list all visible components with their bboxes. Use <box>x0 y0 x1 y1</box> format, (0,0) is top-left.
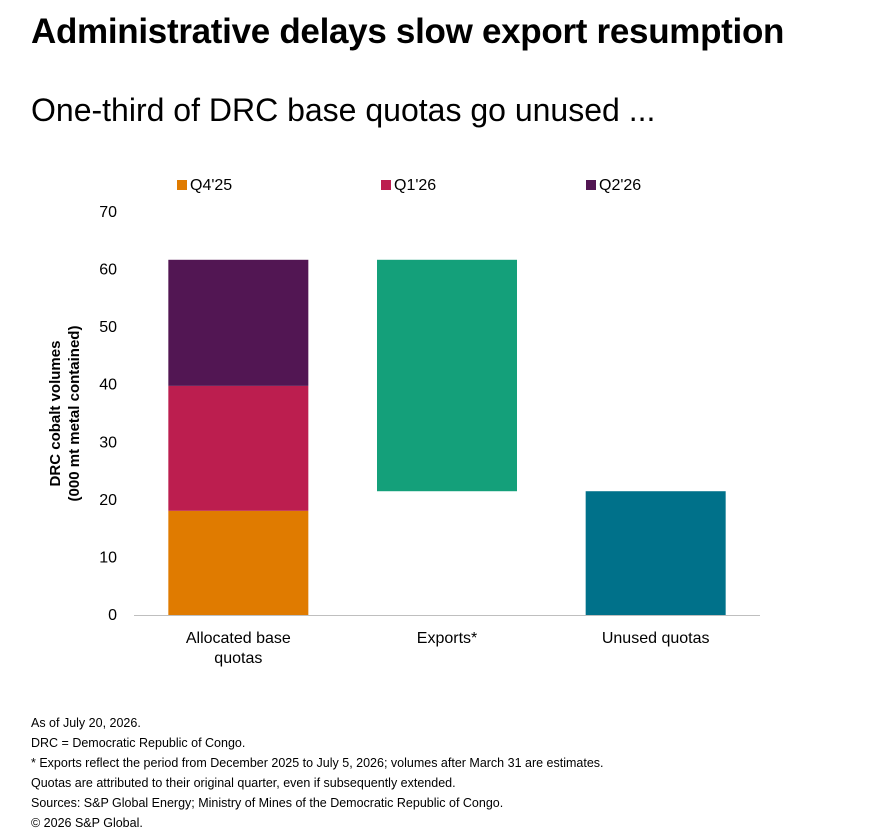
footnote-quotas: Quotas are attributed to their original … <box>31 776 456 790</box>
legend: Q4'25 Q1'26 Q2'26 <box>177 177 641 194</box>
x-tick-label-exports: Exports* <box>417 630 477 647</box>
footnote-copyright: © 2026 S&P Global. <box>31 816 143 830</box>
bar-q1-26-segment <box>168 385 309 511</box>
legend-swatch-q1-26 <box>381 180 391 190</box>
legend-swatch-q4-25 <box>177 180 187 190</box>
bar-q2-26-segment <box>168 259 309 386</box>
footnote-exports: * Exports reflect the period from Decemb… <box>31 756 604 770</box>
x-tick-label-allocated-base-quotas: Allocated base quotas <box>186 630 291 667</box>
legend-swatch-q2-26 <box>586 180 596 190</box>
footnote-sources: Sources: S&P Global Energy; Ministry of … <box>31 796 504 810</box>
x-tick-label-unused-quotas: Unused quotas <box>602 630 710 647</box>
chart-title: Administrative delays slow export resump… <box>31 12 785 51</box>
y-axis: 0 10 20 30 40 50 60 70 DRC cobalt volumes (000 mt… <box>47 204 117 624</box>
chart-subtitle: One-third of DRC base quotas go unused .… <box>31 92 656 128</box>
y-tick-label-0: 0 <box>108 607 117 624</box>
y-tick-label-40: 40 <box>99 377 117 394</box>
y-tick-label-20: 20 <box>99 492 117 509</box>
bar-exports <box>377 259 517 492</box>
y-tick-label-70: 70 <box>99 204 117 221</box>
bar-chart: Q4'25 Q1'26 Q2'26 0 10 20 30 40 50 60 70 DRC cobal… <box>47 177 760 667</box>
footnote-drc-definition: DRC = Democratic Republic of Congo. <box>31 736 246 750</box>
y-tick-label-50: 50 <box>99 319 117 336</box>
footnote-as-of: As of July 20, 2026. <box>31 716 141 730</box>
bars <box>168 259 726 615</box>
y-tick-label-30: 30 <box>99 434 117 451</box>
legend-label-q2-26: Q2'26 <box>599 177 641 194</box>
x-axis: Allocated base quotas Exports* Unused quota… <box>134 615 760 667</box>
footnotes: As of July 20, 2026. DRC = Democratic Re… <box>31 713 604 833</box>
bar-q4-25-segment <box>168 510 309 615</box>
legend-label-q4-25: Q4'25 <box>190 177 232 194</box>
bar-unused-quotas <box>585 491 726 615</box>
y-tick-label-60: 60 <box>99 262 117 279</box>
y-tick-label-10: 10 <box>99 549 117 566</box>
legend-label-q1-26: Q1'26 <box>394 177 436 194</box>
y-axis-title: DRC cobalt volumes (000 mt metal containe… <box>47 326 83 502</box>
